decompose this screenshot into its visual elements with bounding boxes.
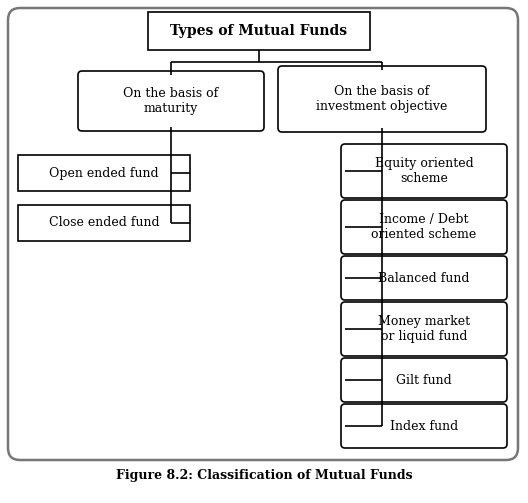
Text: Equity oriented
scheme: Equity oriented scheme bbox=[375, 157, 474, 185]
FancyBboxPatch shape bbox=[78, 71, 264, 131]
Text: On the basis of
maturity: On the basis of maturity bbox=[124, 87, 219, 115]
Text: Open ended fund: Open ended fund bbox=[49, 166, 159, 180]
Text: Index fund: Index fund bbox=[390, 420, 458, 433]
Text: Money market
or liquid fund: Money market or liquid fund bbox=[378, 315, 470, 343]
Text: Balanced fund: Balanced fund bbox=[378, 272, 470, 285]
FancyBboxPatch shape bbox=[278, 66, 486, 132]
FancyBboxPatch shape bbox=[341, 404, 507, 448]
Text: Close ended fund: Close ended fund bbox=[49, 216, 159, 229]
Text: Gilt fund: Gilt fund bbox=[396, 374, 452, 386]
Text: Income / Debt
oriented scheme: Income / Debt oriented scheme bbox=[371, 213, 477, 241]
Text: Figure 8.2: Classification of Mutual Funds: Figure 8.2: Classification of Mutual Fun… bbox=[116, 468, 412, 481]
Text: Types of Mutual Funds: Types of Mutual Funds bbox=[171, 24, 347, 38]
Bar bbox=[18, 155, 190, 191]
FancyBboxPatch shape bbox=[341, 256, 507, 300]
Bar bbox=[18, 205, 190, 241]
FancyBboxPatch shape bbox=[341, 144, 507, 198]
FancyBboxPatch shape bbox=[341, 358, 507, 402]
Bar bbox=[148, 12, 370, 50]
FancyBboxPatch shape bbox=[341, 302, 507, 356]
FancyBboxPatch shape bbox=[341, 200, 507, 254]
Text: On the basis of
investment objective: On the basis of investment objective bbox=[316, 85, 448, 113]
